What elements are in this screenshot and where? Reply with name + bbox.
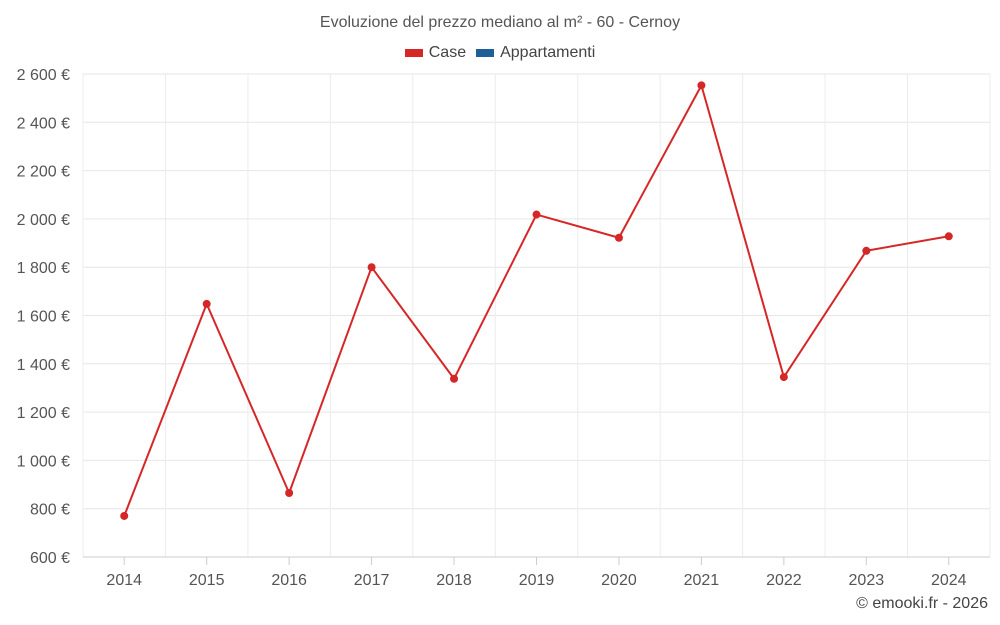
data-point-case [120,511,129,520]
data-point-case [779,373,788,382]
x-tick-label: 2014 [106,572,142,589]
data-point-case [285,489,294,498]
x-tick-label: 2020 [601,572,637,589]
x-tick-label: 2023 [849,572,885,589]
y-axis: 600 € 800 € 1 000 € 1 200 € 1 400 € 1 600 € 1 … [17,67,70,567]
x-tick-label: 2019 [519,572,555,589]
data-point-case [202,299,211,308]
y-tick-label: 1 600 € [17,309,70,326]
y-tick-label: 1 000 € [17,453,70,470]
y-tick-label: 2 600 € [17,67,70,84]
y-tick-label: 800 € [30,502,70,519]
x-tick-label: 2017 [354,572,390,589]
data-point-case [944,232,953,241]
y-tick-label: 1 800 € [17,260,70,277]
x-tick-label: 2024 [931,572,967,589]
legend-item-appartamenti[interactable]: Appartamenti [476,44,595,62]
y-tick-label: 1 400 € [17,357,70,374]
legend-label-case: Case [428,44,467,61]
data-point-case [367,263,376,272]
data-point-case [614,233,623,242]
chart-title: Evoluzione del prezzo mediano al m² - 60… [319,14,681,31]
y-tick-label: 600 € [30,550,70,567]
x-tick-label: 2021 [684,572,720,589]
x-tick-label: 2016 [271,572,307,589]
data-point-case [450,374,459,383]
x-tick-label: 2018 [436,572,472,589]
grid [82,73,991,558]
credit: © emooki.fr - 2026 [856,595,988,612]
series-case [120,81,953,520]
x-tick-label: 2015 [189,572,225,589]
x-axis: 2014 2015 2016 2017 2018 2019 2020 2021 2022 2023… [106,557,967,589]
legend-item-case[interactable]: Case [404,44,467,62]
data-point-case [532,210,541,219]
data-point-case [862,246,871,255]
x-tick-label: 2022 [766,572,802,589]
legend-label-appartamenti: Appartamenti [500,44,596,61]
legend-swatch-appartamenti [476,49,495,57]
y-tick-label: 1 200 € [17,405,70,422]
y-tick-label: 2 000 € [17,212,70,229]
legend: Case Appartamenti [0,44,1000,62]
data-point-case [697,81,706,90]
y-tick-label: 2 400 € [17,115,70,132]
legend-swatch-case [404,49,423,57]
y-tick-label: 2 200 € [17,164,70,181]
